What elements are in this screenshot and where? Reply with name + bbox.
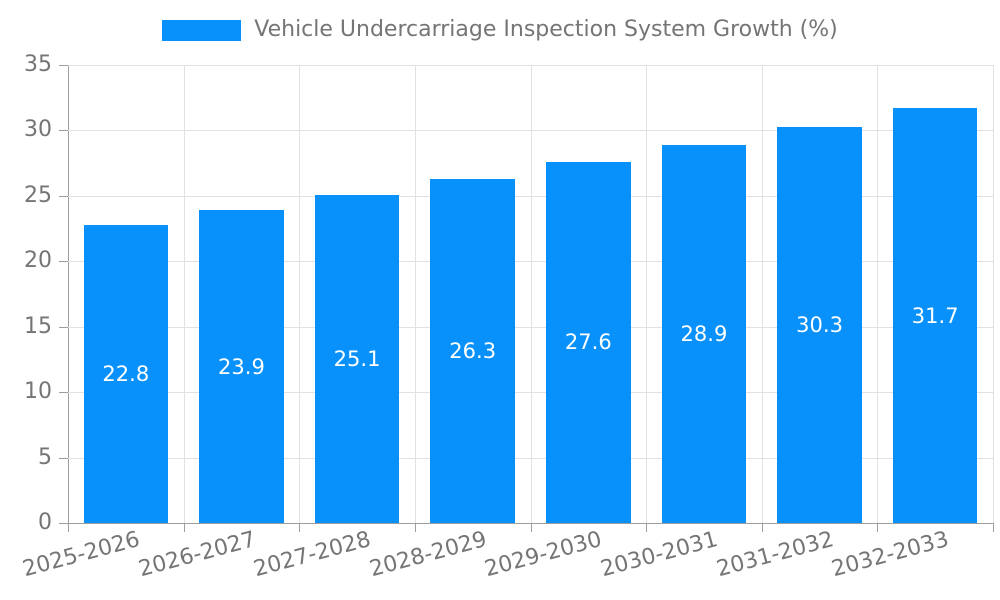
x-tick-label: 2032-2033 — [829, 527, 952, 583]
y-tick-mark — [59, 457, 68, 459]
y-tick-mark — [59, 392, 68, 394]
x-tick-mark — [299, 523, 301, 532]
bar-value-label: 31.7 — [911, 303, 959, 328]
legend-label: Vehicle Undercarriage Inspection System … — [254, 17, 838, 42]
x-tick-mark — [530, 523, 532, 532]
bar-value-label: 23.9 — [218, 354, 265, 379]
bar-value-label: 28.9 — [680, 321, 728, 346]
y-tick-label: 35 — [24, 52, 52, 77]
y-tick-mark — [59, 65, 68, 66]
y-axis-line — [68, 65, 69, 523]
plot-area: 22.8 23.9 25.1 26.3 27.6 28.9 30.3 31.7 — [68, 65, 994, 523]
y-tick-label: 25 — [24, 182, 52, 208]
bar: 26.3 — [430, 178, 515, 523]
x-tick-mark — [414, 523, 416, 532]
bar: 22.8 — [83, 224, 169, 523]
x-tick-label: 2030-2031 — [598, 527, 721, 583]
legend: Vehicle Undercarriage Inspection System … — [0, 18, 1000, 42]
vertical-gridline — [877, 65, 879, 523]
vertical-gridline — [299, 65, 301, 523]
vertical-gridline — [530, 65, 532, 523]
x-tick-label: 2029-2030 — [482, 527, 605, 583]
bar: 25.1 — [314, 194, 400, 523]
bar-value-label: 26.3 — [449, 338, 497, 363]
bar: 28.9 — [661, 144, 747, 523]
x-tick-mark — [993, 523, 994, 532]
y-tick-label: 15 — [24, 313, 52, 339]
bar-value-label: 30.3 — [796, 312, 843, 337]
y-tick-mark — [59, 326, 68, 328]
x-tick-mark — [877, 523, 879, 532]
x-tick-label: 2027-2028 — [251, 527, 374, 583]
bar: 27.6 — [546, 161, 631, 523]
x-tick-label: 2031-2032 — [713, 527, 837, 583]
vertical-gridline — [414, 65, 416, 523]
bar-value-label: 25.1 — [333, 346, 381, 371]
x-tick-label: 2026-2027 — [135, 527, 258, 583]
bar: 31.7 — [892, 108, 978, 523]
bar: 23.9 — [199, 210, 284, 523]
y-tick-label: 20 — [24, 248, 52, 274]
y-tick-label: 0 — [38, 510, 52, 535]
x-tick-mark — [761, 523, 763, 532]
x-tick-mark — [646, 523, 648, 532]
vertical-gridline — [993, 65, 994, 523]
y-tick-mark — [59, 261, 68, 263]
y-tick-label: 5 — [38, 444, 52, 470]
y-tick-mark — [59, 195, 68, 197]
y-tick-mark — [59, 130, 68, 132]
legend-swatch — [162, 19, 242, 41]
bar-value-label: 27.6 — [564, 330, 612, 355]
vertical-gridline — [646, 65, 648, 523]
vertical-gridline — [761, 65, 763, 523]
x-tick-mark — [183, 523, 185, 532]
x-tick-mark — [68, 523, 69, 532]
x-tick-label: 2028-2029 — [366, 527, 490, 583]
bar-value-label: 22.8 — [102, 361, 150, 386]
y-tick-label: 30 — [24, 117, 52, 143]
y-tick-label: 10 — [24, 379, 52, 405]
bar: 30.3 — [777, 126, 862, 523]
y-tick-mark — [59, 523, 68, 524]
vertical-gridline — [183, 65, 185, 523]
